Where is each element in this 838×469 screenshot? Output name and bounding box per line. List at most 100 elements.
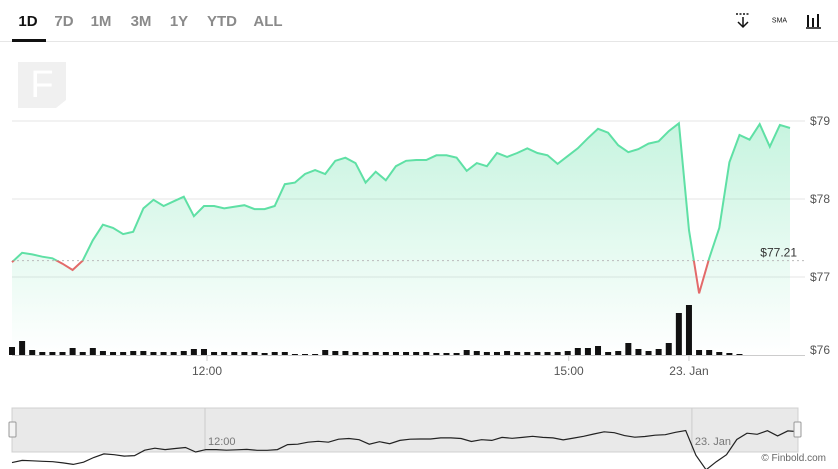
- active-range-underline: [12, 39, 46, 42]
- navigator-background: [11, 407, 799, 453]
- volume-bar: [302, 354, 309, 355]
- volume-bar: [433, 353, 440, 355]
- y-tick-label: $79: [810, 114, 830, 128]
- range-button[interactable]: 1Y: [170, 13, 188, 30]
- x-tick-label: 23. Jan: [669, 364, 708, 378]
- logo-letter: F: [30, 64, 53, 106]
- indicator-label[interactable]: SMA: [772, 18, 788, 25]
- volume-bar: [655, 349, 662, 355]
- range-button[interactable]: 3M: [131, 13, 152, 30]
- volume-bar: [473, 351, 480, 355]
- volume-bar: [231, 352, 238, 355]
- volume-bar: [291, 354, 298, 355]
- volume-bar: [170, 352, 177, 355]
- indicator-button[interactable]: [766, 14, 793, 26]
- volume-bar: [99, 351, 106, 355]
- volume-bar: [564, 351, 571, 355]
- volume-bar: [574, 348, 581, 355]
- download-icon[interactable]: [736, 13, 750, 29]
- volume-bar: [625, 343, 632, 355]
- volume-bar: [675, 313, 682, 355]
- volume-bar: [130, 351, 137, 355]
- volume-bar: [251, 352, 258, 355]
- plot-area: $76 $77 $78 $79 12:00 15:00 23. Jan $77.21 12:00…: [8, 114, 830, 469]
- range-button[interactable]: 1D: [18, 13, 37, 30]
- volume-bar: [110, 352, 117, 355]
- volume-bar: [392, 352, 399, 355]
- volume-bar: [372, 352, 379, 355]
- volume-bar: [726, 353, 733, 355]
- price-area: [12, 123, 790, 355]
- volume-bar: [190, 349, 197, 355]
- volume-bar: [706, 350, 713, 355]
- volume-bar: [342, 351, 349, 355]
- range-button[interactable]: 7D: [54, 13, 73, 30]
- volume-bar: [271, 352, 278, 355]
- volume-bar: [685, 305, 692, 355]
- volume-bar: [120, 352, 127, 355]
- volume-bar: [403, 352, 410, 355]
- volume-bar: [453, 353, 460, 355]
- range-button[interactable]: 1M: [91, 13, 112, 30]
- volume-bar: [413, 352, 420, 355]
- volume-bar: [322, 350, 329, 355]
- navigator-handle[interactable]: [793, 421, 802, 438]
- volume-bar: [514, 352, 521, 355]
- volume-bar: [160, 352, 167, 355]
- chart-type-icon[interactable]: [806, 14, 821, 29]
- volume-bar: [59, 352, 66, 355]
- reference-label: $77.21: [760, 246, 797, 260]
- volume-bar: [221, 352, 228, 355]
- volume-bar: [140, 351, 147, 355]
- volume-bar: [39, 352, 46, 355]
- volume-bar: [261, 353, 268, 355]
- volume-bar: [534, 352, 541, 355]
- volume-bar: [504, 351, 511, 355]
- y-tick-label: $78: [810, 192, 830, 206]
- volume-bar: [544, 352, 551, 355]
- volume-bar: [615, 351, 622, 355]
- range-button[interactable]: YTD: [207, 13, 237, 30]
- volume-bar: [150, 352, 157, 355]
- volume-bar: [493, 352, 500, 355]
- volume-bar: [463, 350, 470, 355]
- volume-bar: [584, 348, 591, 355]
- range-button[interactable]: ALL: [253, 13, 282, 30]
- volume-bar: [736, 354, 743, 355]
- volume-bar: [423, 352, 430, 355]
- y-tick-label: $76: [810, 343, 830, 357]
- y-tick-label: $77: [810, 270, 830, 284]
- volume-bar: [352, 352, 359, 355]
- volume-bar: [554, 352, 561, 355]
- volume-bar: [595, 346, 602, 355]
- volume-bar: [9, 347, 15, 355]
- logo-badge: [18, 62, 66, 108]
- volume-bar: [696, 350, 703, 355]
- volume-bar: [79, 352, 86, 355]
- volume-bar: [69, 348, 76, 355]
- volume-bar: [443, 353, 450, 355]
- navigator-handle[interactable]: [8, 421, 17, 438]
- volume-bar: [241, 352, 248, 355]
- volume-bar: [49, 352, 56, 355]
- volume-bar: [211, 352, 218, 355]
- volume-bar: [332, 351, 339, 355]
- navigator-label: 23. Jan: [695, 436, 731, 448]
- volume-bar: [281, 352, 288, 355]
- x-tick-label: 15:00: [554, 364, 584, 378]
- range-selector: 1D 7D 1M 3M 1Y YTD ALL: [12, 13, 283, 42]
- volume-bar: [605, 352, 612, 355]
- volume-bar: [312, 354, 319, 355]
- volume-bar: [180, 351, 187, 355]
- volume-bar: [665, 343, 672, 355]
- navigator-line: [11, 429, 799, 469]
- volume-bar: [382, 352, 389, 355]
- volume-bar: [19, 341, 26, 355]
- x-tick-label: 12:00: [192, 364, 222, 378]
- price-line: [12, 121, 791, 261]
- volume-bar: [716, 352, 723, 355]
- volume-bar: [362, 352, 369, 355]
- volume-bar: [635, 349, 642, 355]
